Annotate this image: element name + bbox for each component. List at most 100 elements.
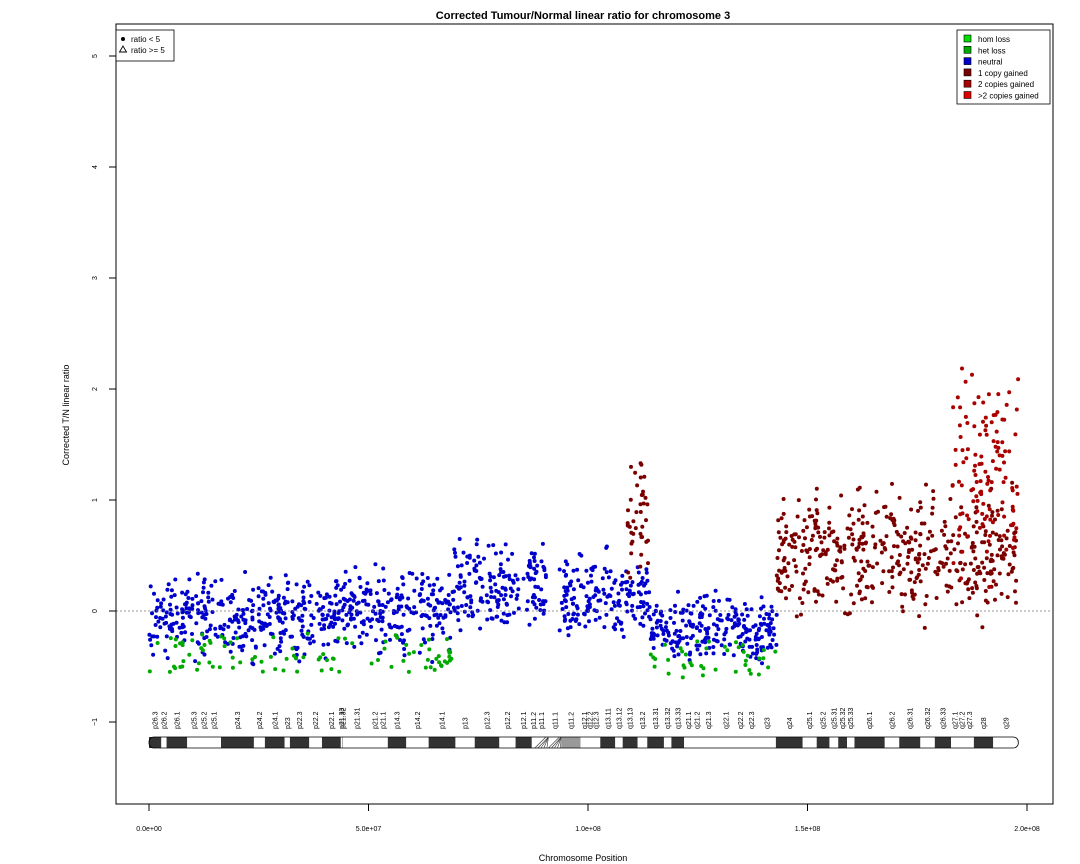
data-point [423, 665, 428, 670]
data-point [196, 641, 201, 646]
data-point [184, 606, 189, 611]
data-point [480, 599, 485, 604]
data-point [401, 582, 406, 587]
data-point [168, 602, 172, 607]
data-point [990, 459, 995, 464]
data-point [967, 596, 972, 601]
data-point [278, 649, 283, 654]
data-point [785, 574, 790, 579]
data-point [887, 590, 892, 594]
data-point [436, 654, 441, 659]
data-point [1009, 569, 1014, 574]
data-point [333, 593, 338, 598]
data-point [343, 569, 348, 574]
data-point [318, 593, 323, 598]
data-point [860, 574, 865, 579]
data-point [626, 508, 630, 513]
data-point [278, 636, 283, 641]
ideogram-band [899, 737, 921, 748]
data-point [733, 669, 738, 674]
data-point [1009, 523, 1013, 528]
data-point [774, 642, 779, 647]
data-point [434, 623, 439, 628]
data-point [730, 605, 735, 610]
data-point [952, 547, 957, 552]
state-legend-box [956, 29, 1051, 105]
data-point [643, 611, 647, 616]
data-point [630, 539, 635, 544]
data-point [907, 548, 912, 553]
data-point [442, 659, 447, 664]
data-point [668, 641, 673, 646]
ideogram-band [647, 737, 664, 748]
data-point [922, 625, 927, 630]
band-label: q12.1 [582, 711, 589, 729]
data-point [270, 589, 275, 594]
data-point [281, 595, 286, 600]
data-point [759, 606, 763, 611]
data-point [867, 563, 872, 568]
data-point [898, 570, 903, 575]
data-point [796, 498, 801, 503]
data-point [311, 639, 316, 644]
data-point [996, 513, 1001, 517]
data-point [350, 592, 355, 597]
data-point [935, 572, 940, 577]
data-point [332, 609, 337, 614]
data-point [890, 575, 895, 579]
data-point [234, 612, 239, 617]
data-point [355, 612, 360, 617]
data-point [882, 505, 886, 510]
data-point [784, 596, 788, 601]
data-point [569, 579, 574, 584]
data-point [680, 618, 685, 623]
ideogram-band [802, 737, 817, 748]
data-point [638, 502, 643, 507]
data-point [725, 648, 730, 653]
ideogram-band [838, 737, 848, 748]
data-point [534, 605, 539, 610]
data-point [426, 637, 431, 642]
data-point [540, 541, 545, 546]
data-point [759, 595, 764, 600]
data-point [726, 612, 731, 617]
data-point [672, 654, 677, 659]
ideogram-band [161, 737, 167, 748]
data-point [430, 632, 435, 637]
data-point [276, 602, 281, 607]
data-point [194, 594, 199, 599]
data-point [534, 569, 539, 574]
data-point [319, 627, 324, 632]
data-point [664, 628, 669, 633]
data-point [565, 562, 570, 567]
data-point [562, 614, 567, 619]
data-point [984, 556, 989, 561]
data-point [1000, 544, 1005, 549]
data-point [719, 618, 724, 623]
data-point [570, 617, 575, 621]
data-point [240, 608, 245, 613]
data-point [245, 607, 250, 611]
data-point [486, 543, 491, 548]
ideogram-band [637, 737, 648, 748]
data-point [232, 589, 237, 593]
data-point [425, 576, 430, 580]
y-tick-label: 2 [92, 387, 99, 391]
data-point [960, 366, 964, 371]
data-point [380, 619, 385, 624]
data-point [488, 578, 493, 583]
data-point [343, 581, 348, 586]
data-point [850, 542, 855, 547]
data-point [206, 599, 211, 604]
data-point [329, 615, 334, 620]
data-point [777, 581, 782, 586]
data-point [772, 632, 777, 637]
band-label: p21.32 [340, 707, 347, 729]
data-point [636, 570, 641, 575]
data-point [200, 648, 205, 653]
data-point [334, 579, 338, 584]
data-point [951, 561, 956, 566]
data-point [754, 656, 759, 661]
y-tick-label: 4 [92, 165, 99, 169]
ideogram-band [615, 737, 623, 748]
